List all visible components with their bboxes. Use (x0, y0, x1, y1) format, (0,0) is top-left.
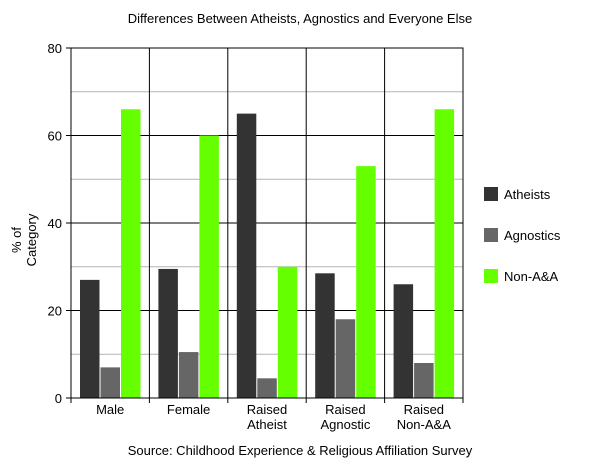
legend-swatch (484, 228, 498, 242)
legend-swatch (484, 187, 498, 201)
bar-non-a-a-2 (199, 135, 219, 398)
x-tick-label: Raised Agnostic (320, 402, 370, 432)
legend-label: Agnostics (504, 228, 561, 243)
y-tick-label: 60 (48, 129, 62, 144)
y-tick-label: 0 (55, 391, 62, 406)
bar-agnostics-2 (178, 352, 199, 398)
legend-swatch (484, 269, 498, 283)
x-tick-label: Raised Atheist (247, 402, 287, 432)
bar-atheists-5 (393, 284, 414, 398)
bars (80, 109, 455, 398)
bar-agnostics-1 (100, 367, 120, 398)
bar-non-a-a-3 (277, 266, 298, 398)
x-tick-label: Female (167, 402, 210, 417)
axes: 0 20 40 60 80 Male Female Raised Atheist Raised Ag… (48, 41, 464, 432)
y-tick-label: 80 (48, 41, 62, 56)
bar-non-a-a-5 (434, 109, 455, 398)
bar-non-a-a-1 (121, 109, 141, 398)
y-tick-label: 40 (48, 216, 62, 231)
chart-title: Differences Between Atheists, Agnostics … (128, 11, 472, 26)
x-tick-label: Male (96, 402, 124, 417)
bar-agnostics-4 (335, 319, 356, 398)
legend: Atheists Agnostics Non-A&A (484, 187, 561, 284)
bar-agnostics-5 (414, 363, 434, 398)
bar-atheists-3 (236, 113, 257, 398)
legend-label: Non-A&A (504, 269, 559, 284)
bar-atheists-2 (158, 268, 178, 398)
legend-label: Atheists (504, 187, 551, 202)
y-tick-label: 20 (48, 304, 62, 319)
x-tick-label: Raised Non-A&A (397, 402, 452, 432)
y-axis-label-text: % ofCategory (9, 213, 39, 266)
bar-atheists-1 (80, 279, 100, 398)
bar-non-a-a-4 (356, 166, 376, 398)
y-axis-label: % ofCategory (9, 213, 39, 266)
bar-atheists-4 (315, 273, 335, 398)
bar-agnostics-3 (257, 378, 277, 398)
source-caption: Source: Childhood Experience & Religious… (128, 443, 473, 458)
